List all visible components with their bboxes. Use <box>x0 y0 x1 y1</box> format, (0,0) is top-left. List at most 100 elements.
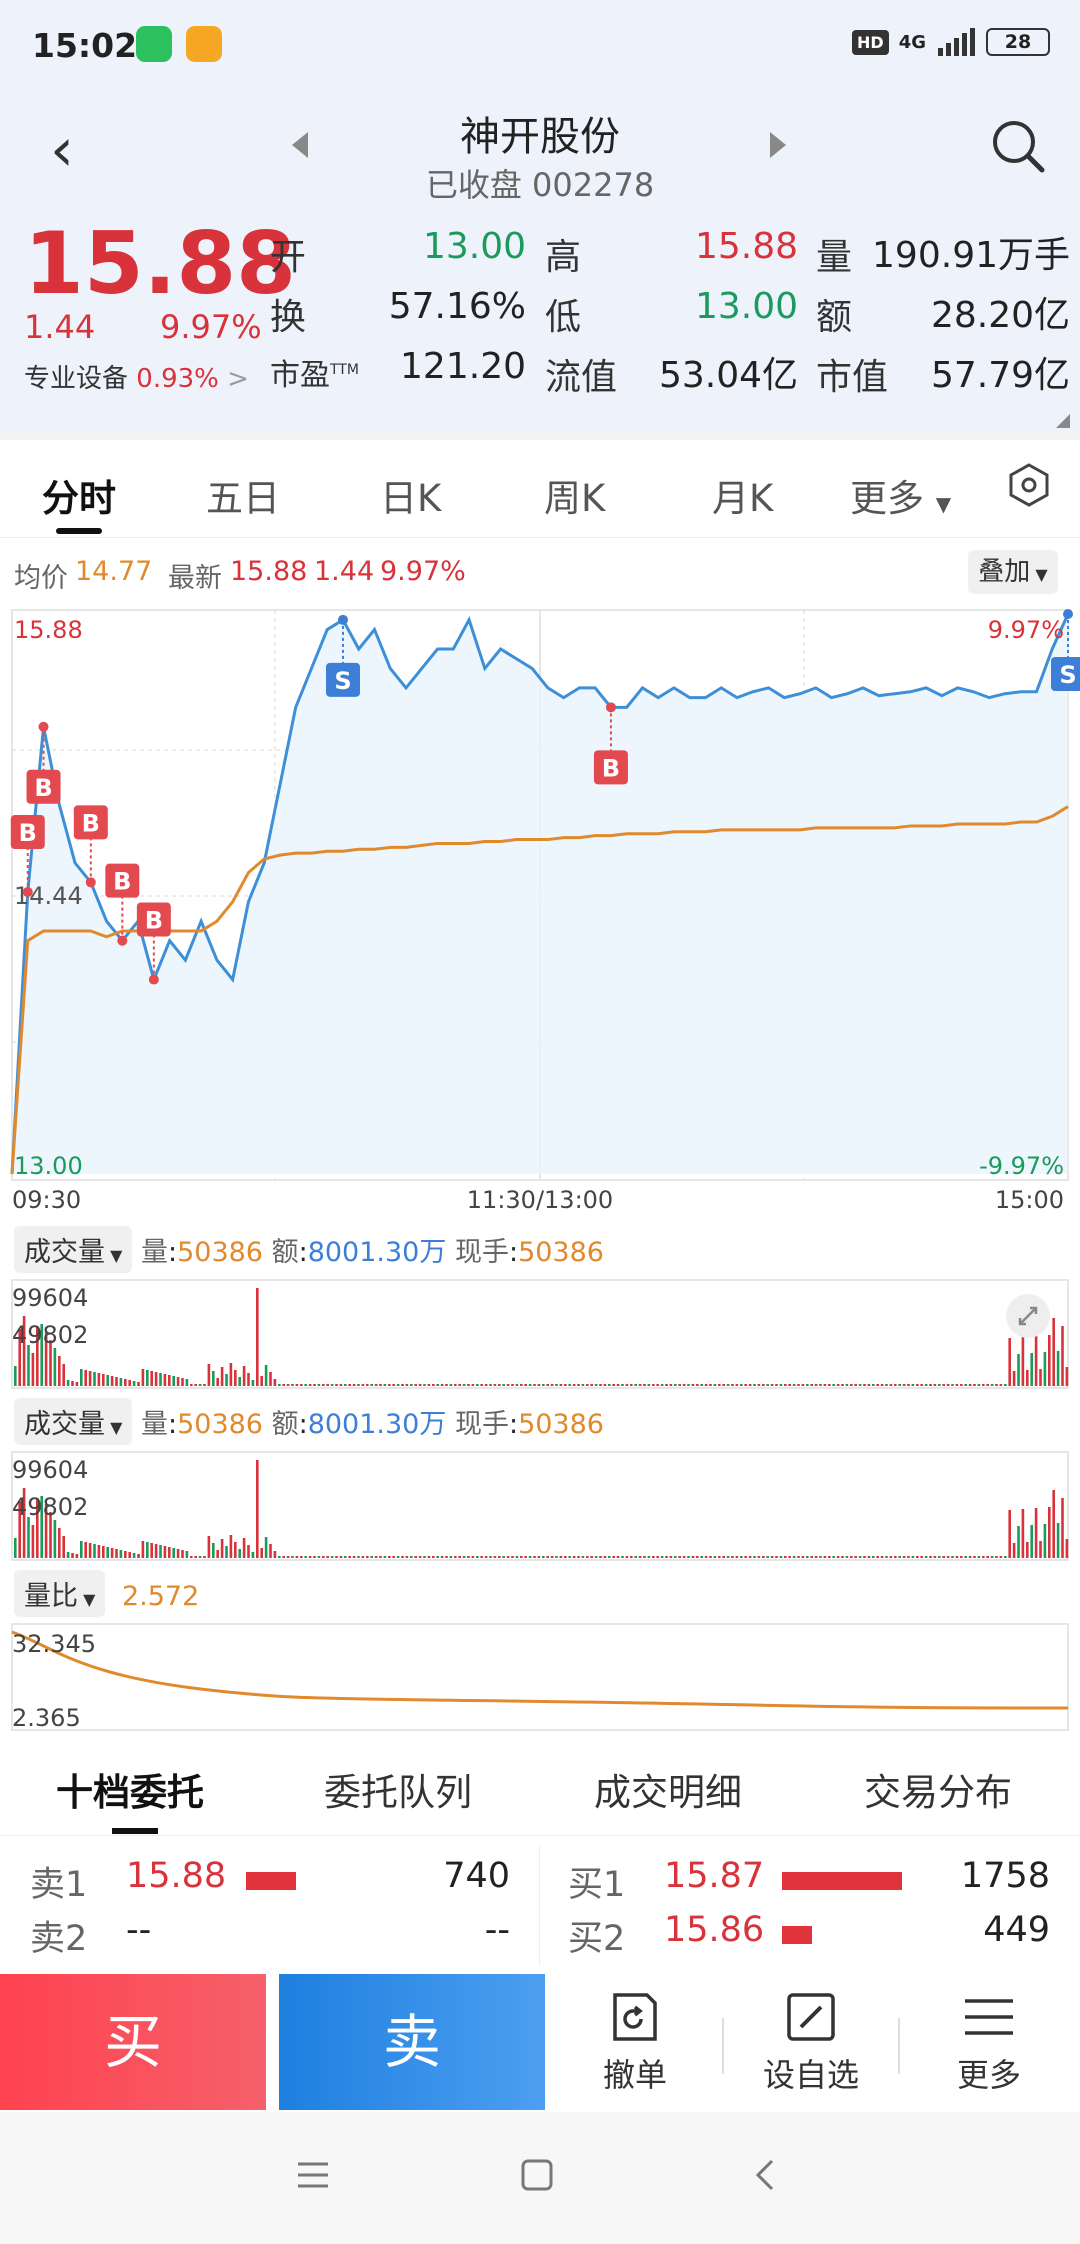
volume-bar <box>449 1384 453 1386</box>
sell-marker[interactable] <box>1051 657 1080 691</box>
volume-bar <box>687 1384 690 1386</box>
volume-bar <box>361 1384 365 1386</box>
volume-bar <box>850 1384 853 1386</box>
volume-bar <box>542 1556 545 1558</box>
home-icon[interactable] <box>520 2158 554 2192</box>
volume-bar <box>216 1550 219 1558</box>
volume-dropdown-2[interactable]: 成交量 ▼ <box>14 1398 133 1445</box>
volume-bar <box>410 1556 413 1558</box>
add-watchlist-button[interactable]: 设自选 <box>736 1984 886 2096</box>
price-area <box>12 614 1068 1174</box>
tab-weekly-k[interactable]: 周K <box>544 477 606 520</box>
buy-marker[interactable] <box>10 815 45 850</box>
tab-trade-distribution[interactable]: 交易分布 <box>864 1771 1012 1814</box>
volume-bar <box>537 1384 541 1386</box>
volume-bar <box>986 1384 989 1386</box>
volume-value: 190.91万手 <box>872 235 1070 276</box>
volume-bar <box>704 1384 708 1386</box>
volume-bar <box>506 1556 510 1558</box>
tab-intraday[interactable]: 分时 <box>42 477 116 520</box>
sell-marker[interactable] <box>325 662 360 697</box>
volume-bar <box>555 1384 558 1386</box>
volume-bar <box>119 1378 123 1386</box>
next-stock-icon[interactable] <box>770 132 786 158</box>
buy-marker[interactable] <box>73 805 108 840</box>
volume-bar <box>181 1378 184 1386</box>
volume-bar <box>722 1556 725 1558</box>
volume-bar <box>841 1384 844 1386</box>
volume-bar <box>960 1384 963 1386</box>
volume-bar <box>564 1556 567 1558</box>
volume-dropdown-1[interactable]: 成交量 ▼ <box>14 1226 133 1273</box>
recent-apps-icon[interactable] <box>296 2158 330 2192</box>
volume-bar <box>185 1551 189 1558</box>
sector-link[interactable]: 专业设备 0.93% > <box>24 364 249 394</box>
cancel-order-button[interactable]: 撤单 <box>560 1984 710 2096</box>
buy-marker[interactable] <box>593 750 628 785</box>
buy-marker[interactable] <box>26 769 61 804</box>
volume-bar <box>960 1556 963 1558</box>
volume-ratio-chart[interactable]: 32.345 2.365 <box>0 1622 1080 1732</box>
expand-corner-icon[interactable] <box>1056 414 1070 428</box>
volume-chart-2[interactable]: 99604 49802 <box>0 1450 1080 1562</box>
tab-indicator <box>56 528 102 534</box>
vol-qty: 50386 <box>177 1237 263 1268</box>
volume-bar <box>282 1384 285 1386</box>
volume-bar <box>273 1551 277 1558</box>
volume-bar <box>863 1556 866 1558</box>
volume-bar <box>137 1554 140 1558</box>
volume-bar <box>66 1552 70 1558</box>
volume-bar <box>163 1374 167 1386</box>
volume-bar <box>506 1384 510 1386</box>
volume-bar <box>80 1369 83 1386</box>
nav-back-icon[interactable] <box>748 2158 782 2192</box>
volume-chart-1[interactable]: 99604 49802 <box>0 1278 1080 1390</box>
volume-bar <box>476 1384 479 1386</box>
ratio-dropdown[interactable]: 量比 ▼ <box>14 1570 106 1617</box>
volume-bar <box>986 1556 989 1558</box>
avg-label: 均价 <box>14 563 68 594</box>
volume-bar <box>414 1556 417 1558</box>
back-icon[interactable]: ‹ <box>50 115 74 185</box>
overlay-button[interactable]: 叠加 ▼ <box>968 550 1058 594</box>
volume-bar <box>308 1384 312 1386</box>
tab-order-queue[interactable]: 委托队列 <box>324 1771 472 1814</box>
amount-label: 额 <box>816 297 853 338</box>
volume-bar <box>770 1384 774 1386</box>
search-icon[interactable] <box>990 118 1046 174</box>
volume-bar <box>845 1556 849 1558</box>
tab-five-day[interactable]: 五日 <box>206 477 280 520</box>
volume-bar <box>775 1556 778 1558</box>
volume-bar <box>625 1384 629 1386</box>
volume-bar <box>792 1384 796 1386</box>
volume-bar <box>511 1556 514 1558</box>
volume-bar <box>80 1541 83 1558</box>
volume-bar <box>1039 1541 1042 1558</box>
volume-bar <box>190 1384 193 1386</box>
tab-trade-detail[interactable]: 成交明细 <box>594 1771 742 1814</box>
volume-bar <box>652 1384 655 1386</box>
volume-bar <box>797 1384 800 1386</box>
volume-bar <box>660 1384 664 1386</box>
volume-bar <box>942 1384 945 1386</box>
volume-bar <box>872 1384 875 1386</box>
sell-button[interactable]: 卖 <box>279 1974 545 2110</box>
tab-monthly-k[interactable]: 月K <box>712 477 774 520</box>
menu-icon <box>965 1999 1013 2035</box>
more-button[interactable]: 更多 <box>914 1984 1064 2096</box>
buy-marker[interactable] <box>105 863 140 898</box>
settings-hex-icon[interactable] <box>1006 462 1052 508</box>
buy-marker[interactable] <box>136 902 171 937</box>
tab-ten-level[interactable]: 十档委托 <box>56 1771 204 1814</box>
tab-daily-k[interactable]: 日K <box>380 477 442 520</box>
volume-bar <box>511 1384 514 1386</box>
prev-stock-icon[interactable] <box>292 132 308 158</box>
intraday-chart[interactable]: 15.88 14.44 13.00 9.97% -9.97% 09:30 11:… <box>0 604 1080 1224</box>
volume-bar <box>982 1556 985 1558</box>
buy-button[interactable]: 买 <box>0 1974 266 2110</box>
tab-more[interactable]: 更多 ▼ <box>850 477 952 520</box>
fullscreen-icon[interactable] <box>1006 1294 1050 1338</box>
wechat-icon <box>136 26 172 62</box>
volume-bar <box>599 1384 602 1386</box>
volume-bar <box>854 1384 857 1386</box>
